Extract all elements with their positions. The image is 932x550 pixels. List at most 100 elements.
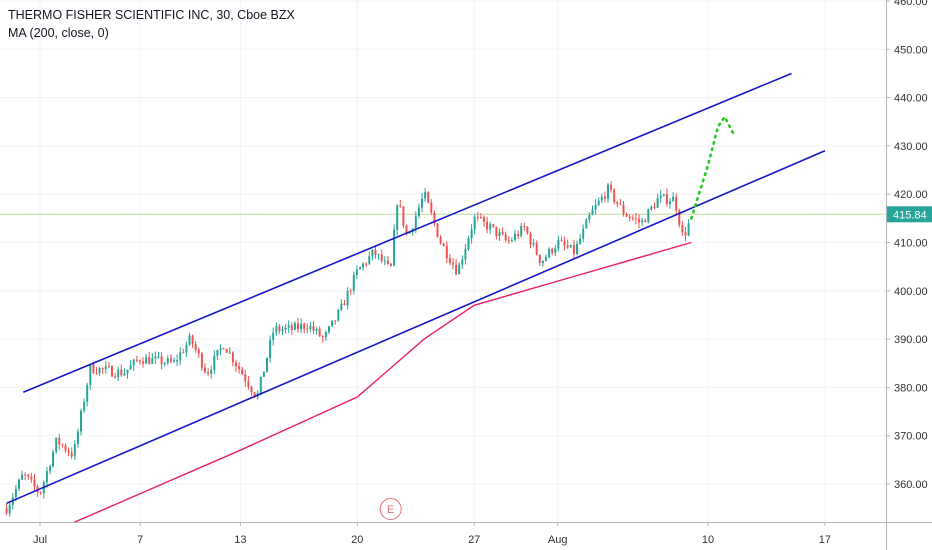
- symbol-title[interactable]: THERMO FISHER SCIENTIFIC INC, 30, Cboe B…: [8, 8, 295, 22]
- trendlines-layer[interactable]: [6, 72, 826, 505]
- candle-body: [517, 233, 520, 236]
- candle-body: [126, 369, 129, 374]
- candle-body: [182, 352, 185, 354]
- time-tick-label: 13: [234, 534, 246, 546]
- candle-body: [681, 225, 684, 233]
- candle-body: [30, 476, 33, 480]
- candle-body: [430, 202, 433, 213]
- candle-body: [185, 344, 188, 353]
- candle-body: [439, 236, 442, 244]
- candle-body: [55, 437, 58, 452]
- candles-layer: [5, 181, 690, 517]
- grid: [0, 0, 886, 522]
- candle-body: [445, 246, 448, 259]
- candle-body: [644, 220, 647, 223]
- candle-body: [455, 264, 458, 275]
- candle-body: [619, 203, 622, 205]
- candle-body: [600, 196, 603, 201]
- ma-indicator-label[interactable]: MA (200, close, 0): [8, 26, 109, 40]
- price-tick-label: 440.00: [894, 93, 928, 105]
- time-tick-label: 7: [137, 534, 143, 546]
- candle-body: [281, 329, 284, 332]
- candle-body: [424, 192, 427, 199]
- candle-body: [49, 466, 51, 472]
- candle-body: [464, 249, 467, 260]
- candle-body: [359, 267, 361, 270]
- candle-body: [554, 248, 557, 253]
- candle-body: [80, 410, 82, 432]
- candle-body: [324, 332, 327, 338]
- candle-body: [219, 348, 222, 350]
- candle-body: [383, 260, 386, 262]
- candle-body: [489, 224, 492, 230]
- candle-body: [157, 356, 160, 358]
- candle-body: [529, 233, 532, 245]
- candle-body: [222, 348, 225, 350]
- price-tick-label: 430.00: [894, 141, 928, 153]
- candle-body: [272, 332, 275, 340]
- candle-body: [402, 206, 405, 226]
- candle-body: [390, 263, 392, 266]
- candle-body: [393, 229, 396, 266]
- candle-body: [163, 363, 166, 365]
- earnings-marker-label: E: [387, 504, 394, 516]
- candle-body: [293, 323, 296, 330]
- price-tick-label: 410.00: [894, 238, 928, 250]
- candle-body: [61, 444, 64, 446]
- channel-lower: [6, 149, 826, 505]
- candle-body: [557, 240, 560, 249]
- candle-body: [532, 242, 535, 245]
- candle-body: [70, 452, 73, 457]
- candle-body: [560, 240, 563, 242]
- candle-body: [498, 232, 501, 237]
- candle-body: [427, 192, 430, 203]
- candle-body: [538, 254, 541, 264]
- candle-body: [591, 209, 594, 215]
- candle-body: [436, 223, 439, 237]
- candle-body: [14, 488, 17, 498]
- candle-body: [594, 204, 597, 210]
- candle-body: [572, 244, 575, 254]
- candle-body: [563, 240, 566, 246]
- candle-body: [117, 369, 120, 377]
- candle-body: [309, 325, 312, 329]
- candle-body: [104, 366, 107, 369]
- candle-body: [303, 323, 306, 329]
- candle-body: [473, 216, 476, 230]
- projection-path: [689, 114, 737, 220]
- candle-body: [194, 344, 197, 350]
- candle-body: [306, 328, 309, 330]
- candle-body: [225, 349, 228, 353]
- candle-body: [467, 238, 470, 250]
- price-tick-label: 390.00: [894, 334, 928, 346]
- candle-body: [541, 260, 544, 264]
- candle-body: [238, 366, 241, 370]
- candle-body: [486, 221, 489, 230]
- time-tick-label: Jul: [33, 534, 47, 546]
- candle-body: [197, 349, 200, 354]
- candle-body: [452, 263, 454, 265]
- candle-body: [483, 217, 485, 222]
- candle-body: [650, 206, 653, 210]
- candle-body: [362, 263, 365, 268]
- candle-body: [365, 263, 368, 265]
- candle-body: [312, 325, 315, 331]
- candle-body: [216, 349, 219, 356]
- candle-body: [290, 325, 293, 330]
- candle-body: [514, 233, 516, 241]
- candle-body: [535, 242, 538, 255]
- candle-body: [76, 431, 79, 444]
- price-tick-label: 450.00: [894, 44, 928, 56]
- candle-body: [278, 326, 281, 332]
- candle-body: [607, 184, 609, 199]
- price-tick-label: 370.00: [894, 431, 928, 443]
- candle-body: [653, 206, 656, 208]
- candle-body: [188, 335, 191, 345]
- candle-body: [548, 248, 551, 258]
- candle-body: [421, 198, 423, 208]
- candle-body: [151, 358, 154, 364]
- candle-body: [287, 325, 290, 328]
- candle-body: [669, 201, 671, 204]
